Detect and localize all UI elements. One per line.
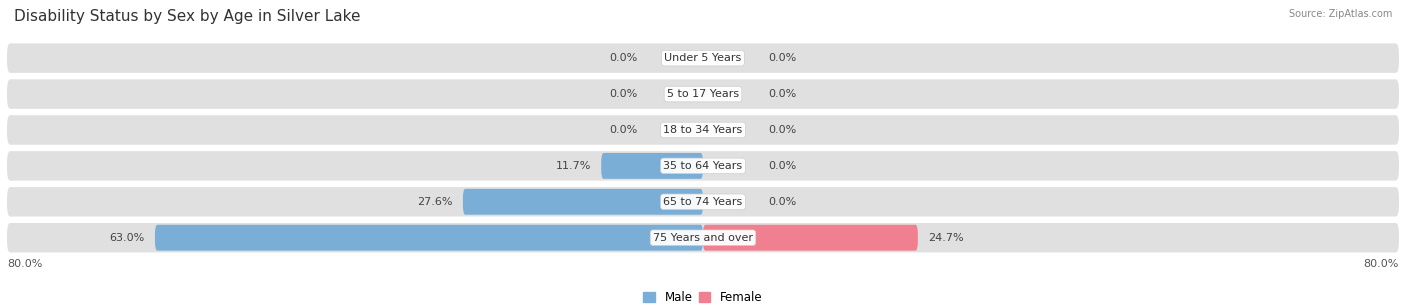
Text: 80.0%: 80.0%: [1364, 259, 1399, 268]
Text: 18 to 34 Years: 18 to 34 Years: [664, 125, 742, 135]
Text: 75 Years and over: 75 Years and over: [652, 233, 754, 243]
FancyBboxPatch shape: [7, 79, 1399, 109]
Text: 24.7%: 24.7%: [928, 233, 965, 243]
FancyBboxPatch shape: [602, 153, 703, 179]
Text: 0.0%: 0.0%: [768, 89, 796, 99]
Text: 0.0%: 0.0%: [768, 161, 796, 171]
Text: Under 5 Years: Under 5 Years: [665, 53, 741, 63]
Text: 27.6%: 27.6%: [418, 197, 453, 207]
Text: 5 to 17 Years: 5 to 17 Years: [666, 89, 740, 99]
Text: 0.0%: 0.0%: [768, 197, 796, 207]
Text: Disability Status by Sex by Age in Silver Lake: Disability Status by Sex by Age in Silve…: [14, 9, 360, 24]
FancyBboxPatch shape: [7, 151, 1399, 181]
FancyBboxPatch shape: [7, 43, 1399, 73]
Text: 0.0%: 0.0%: [610, 89, 638, 99]
Text: Source: ZipAtlas.com: Source: ZipAtlas.com: [1288, 9, 1392, 19]
FancyBboxPatch shape: [7, 187, 1399, 217]
Text: 0.0%: 0.0%: [610, 53, 638, 63]
Text: 80.0%: 80.0%: [7, 259, 42, 268]
Legend: Male, Female: Male, Female: [638, 287, 768, 305]
FancyBboxPatch shape: [703, 225, 918, 251]
Text: 0.0%: 0.0%: [768, 125, 796, 135]
FancyBboxPatch shape: [463, 189, 703, 215]
FancyBboxPatch shape: [7, 223, 1399, 253]
Text: 65 to 74 Years: 65 to 74 Years: [664, 197, 742, 207]
FancyBboxPatch shape: [7, 115, 1399, 145]
Text: 63.0%: 63.0%: [110, 233, 145, 243]
Text: 0.0%: 0.0%: [610, 125, 638, 135]
FancyBboxPatch shape: [155, 225, 703, 251]
Text: 0.0%: 0.0%: [768, 53, 796, 63]
Text: 35 to 64 Years: 35 to 64 Years: [664, 161, 742, 171]
Text: 11.7%: 11.7%: [555, 161, 591, 171]
